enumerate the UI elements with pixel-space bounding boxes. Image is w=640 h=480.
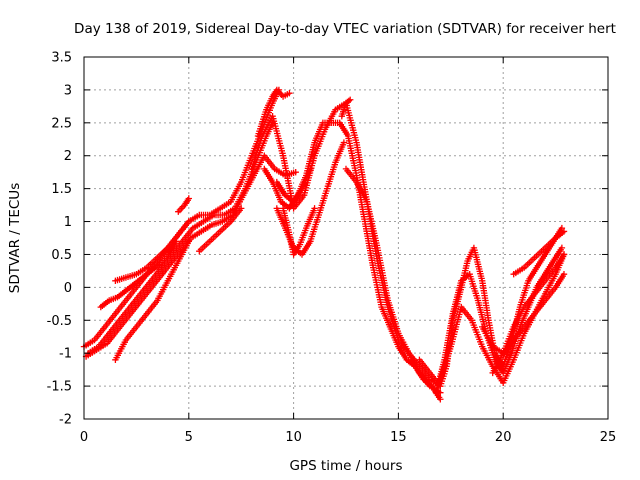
chart-title: Day 138 of 2019, Sidereal Day-to-day VTE… bbox=[74, 21, 616, 37]
series-track2 bbox=[85, 119, 276, 357]
plus-markers bbox=[80, 86, 283, 350]
plus-markers bbox=[261, 119, 444, 403]
series-track3 bbox=[82, 152, 299, 360]
x-tick-labels: 0 5 10 15 20 25 bbox=[80, 430, 616, 445]
series-track14 bbox=[273, 139, 348, 258]
x-tick-label: 10 bbox=[285, 430, 302, 445]
series-track10 bbox=[254, 86, 293, 140]
y-tick-label: -1 bbox=[59, 347, 72, 362]
data-marks bbox=[80, 86, 568, 403]
plus-markers bbox=[479, 271, 568, 357]
plus-markers bbox=[196, 205, 245, 255]
plus-markers bbox=[273, 139, 348, 258]
series-track8 bbox=[196, 205, 245, 255]
y-axis-label: SDTVAR / TECUs bbox=[7, 183, 23, 293]
series-track15 bbox=[342, 165, 444, 390]
series-track12 bbox=[261, 119, 444, 403]
x-tick-label: 25 bbox=[600, 430, 617, 445]
plus-markers bbox=[112, 238, 192, 363]
plus-markers bbox=[432, 244, 566, 396]
series-track18 bbox=[432, 244, 566, 396]
plus-markers bbox=[510, 228, 568, 278]
plus-markers bbox=[254, 86, 293, 140]
x-tick-label: 15 bbox=[390, 430, 407, 445]
x-tick-label: 5 bbox=[185, 430, 193, 445]
series-track1 bbox=[80, 86, 283, 350]
y-tick-label: 1 bbox=[64, 215, 72, 230]
y-tick-label: 2 bbox=[64, 149, 72, 164]
plus-markers bbox=[82, 152, 299, 360]
y-tick-label: 3 bbox=[64, 83, 72, 98]
grid-layer bbox=[84, 57, 608, 419]
y-tick-labels: -2 -1.5 -1 -0.5 0 0.5 1 1.5 2 2.5 3 3.5 bbox=[47, 51, 72, 428]
x-tick-label: 0 bbox=[80, 430, 88, 445]
y-tick-label: 1.5 bbox=[51, 182, 72, 197]
plus-markers bbox=[489, 251, 568, 377]
x-axis-label: GPS time / hours bbox=[289, 458, 402, 474]
series-track22 bbox=[510, 228, 568, 278]
y-tick-label: -0.5 bbox=[47, 314, 72, 329]
y-tick-label: -1.5 bbox=[47, 380, 72, 395]
series-track7 bbox=[175, 195, 192, 215]
series-track16 bbox=[338, 96, 354, 120]
plus-markers bbox=[338, 96, 354, 120]
series-track21 bbox=[489, 251, 568, 377]
plus-markers bbox=[85, 119, 276, 357]
tick-marks bbox=[83, 56, 609, 420]
series-track20 bbox=[479, 271, 568, 357]
x-tick-label: 20 bbox=[495, 430, 512, 445]
plus-markers bbox=[97, 238, 180, 311]
y-tick-label: 3.5 bbox=[51, 51, 72, 66]
plot-frame bbox=[83, 56, 609, 420]
series-track6 bbox=[112, 238, 192, 363]
y-tick-label: 0.5 bbox=[51, 248, 72, 263]
series-track5 bbox=[97, 238, 180, 311]
plus-markers bbox=[175, 195, 192, 215]
y-tick-label: -2 bbox=[59, 413, 72, 428]
plus-markers bbox=[112, 218, 192, 284]
plus-markers bbox=[342, 165, 444, 390]
y-tick-label: 0 bbox=[64, 281, 72, 296]
series-track4 bbox=[112, 218, 192, 284]
y-tick-label: 2.5 bbox=[51, 116, 72, 131]
